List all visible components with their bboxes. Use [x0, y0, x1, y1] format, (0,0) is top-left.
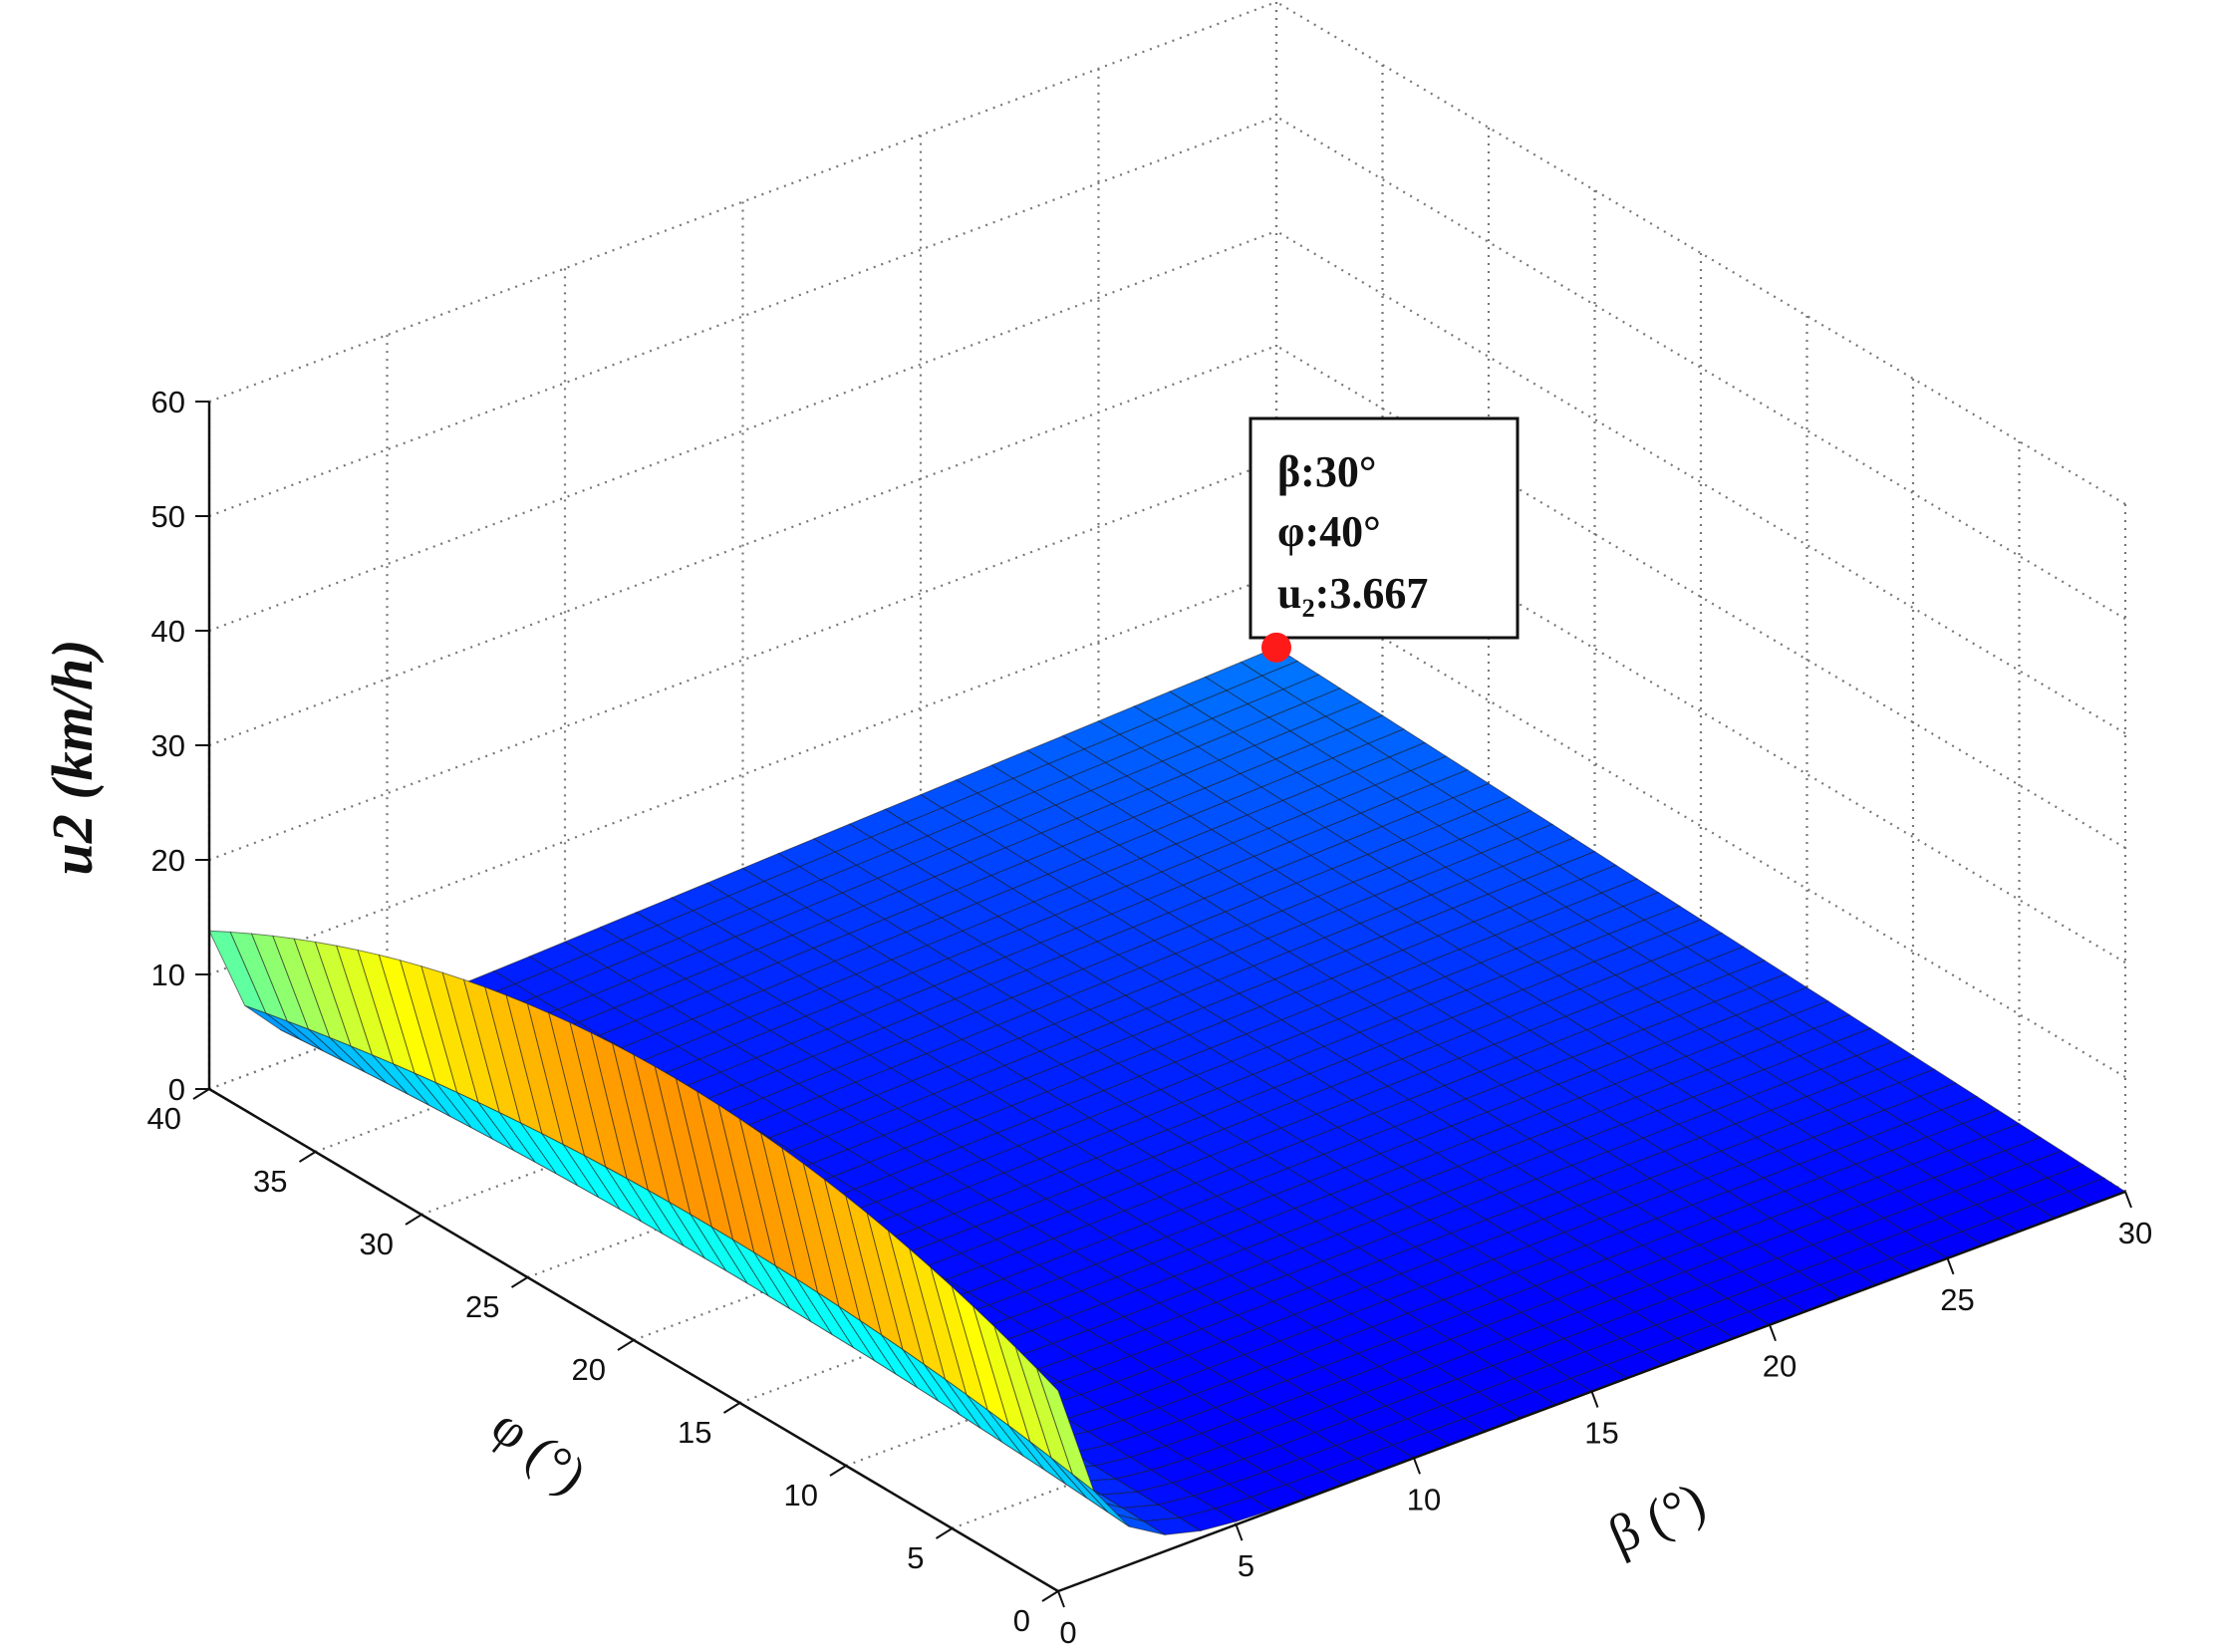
- z-tick-label: 10: [151, 958, 185, 992]
- data-tip-line-beta: β:30°: [1277, 447, 1376, 496]
- y-tick-mark: [405, 1214, 422, 1226]
- x-tick-label: 5: [1238, 1548, 1254, 1583]
- y-tick-mark: [1041, 1590, 1059, 1602]
- y-tick-label: 5: [907, 1540, 924, 1575]
- x-tick-label: 15: [1584, 1416, 1618, 1451]
- x-tick-label: 30: [2118, 1216, 2152, 1250]
- y-tick-label: 30: [360, 1227, 394, 1261]
- surface-patch: [1036, 1368, 1095, 1493]
- y-tick-mark: [510, 1276, 529, 1288]
- grid-line: [208, 0, 1277, 404]
- y-tick-label: 25: [465, 1289, 499, 1324]
- grid-line: [1275, 230, 2126, 734]
- z-tick-label: 0: [168, 1072, 185, 1107]
- y-tick-mark: [192, 1088, 210, 1100]
- data-tip: β:30° φ:40° u₂:3.667: [1248, 416, 1520, 640]
- x-axis-label: β (°): [1599, 1471, 1713, 1565]
- y-tick-label: 35: [253, 1164, 287, 1199]
- x-tick-mark: [1590, 1391, 1599, 1408]
- grid-line: [208, 458, 1277, 862]
- x-tick-mark: [1769, 1324, 1777, 1342]
- z-tick-label: 30: [151, 728, 185, 763]
- x-tick-mark: [2124, 1191, 2132, 1209]
- x-tick-mark: [1946, 1257, 1955, 1275]
- y-tick-label: 10: [784, 1478, 818, 1513]
- z-tick-label: 50: [151, 499, 185, 534]
- y-tick-mark: [298, 1151, 317, 1163]
- grid-line: [208, 573, 1277, 976]
- tick-layer: 0102030405060051015202530354005101520253…: [147, 385, 2153, 1650]
- data-tip-marker: [1261, 632, 1291, 663]
- x-tick-label: 0: [1059, 1615, 1076, 1650]
- grid-line: [208, 229, 1277, 633]
- y-tick-label: 40: [147, 1101, 181, 1136]
- y-axis-label: φ (°): [480, 1396, 598, 1506]
- z-tick-label: 40: [151, 614, 185, 649]
- x-tick-label: 10: [1407, 1482, 1441, 1516]
- grid-line: [208, 115, 1277, 518]
- data-tip-line-u2: u₂:3.667: [1277, 569, 1428, 618]
- surface-layer: [208, 647, 2127, 1535]
- x-tick-label: 25: [1940, 1282, 1974, 1317]
- grid-line: [1275, 574, 2126, 1078]
- y-tick-mark: [617, 1339, 635, 1351]
- grid-line: [1275, 116, 2126, 620]
- z-tick-label: 20: [151, 843, 185, 878]
- z-tick-label: 60: [151, 385, 185, 419]
- y-tick-mark: [935, 1527, 954, 1539]
- grid-line: [208, 344, 1277, 747]
- x-tick-mark: [1413, 1457, 1421, 1475]
- y-tick-mark: [722, 1402, 741, 1414]
- z-axis-label: u2 (km/h): [40, 640, 105, 876]
- x-tick-label: 20: [1763, 1349, 1797, 1384]
- y-tick-mark: [829, 1465, 847, 1477]
- y-tick-label: 20: [572, 1352, 606, 1387]
- x-tick-mark: [1057, 1590, 1065, 1608]
- y-tick-label: 0: [1013, 1603, 1030, 1638]
- data-tip-box: [1248, 416, 1520, 640]
- axes-layer: [192, 401, 2132, 1608]
- y-tick-label: 15: [678, 1415, 711, 1450]
- data-tip-line-phi: φ:40°: [1277, 507, 1381, 556]
- grid-line: [1275, 1, 2126, 505]
- x-tick-mark: [1235, 1523, 1244, 1541]
